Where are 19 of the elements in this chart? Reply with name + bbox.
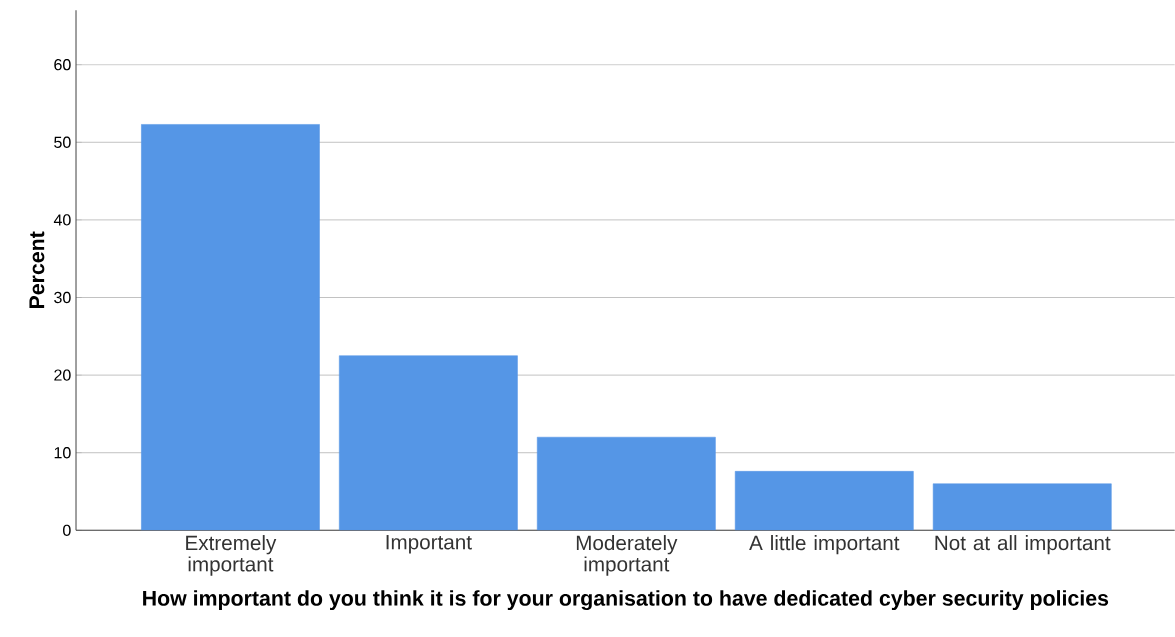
bar <box>734 471 914 531</box>
y-tick-label: 20 <box>54 369 71 381</box>
bar <box>339 355 518 531</box>
x-tick-label: A little important <box>749 535 900 555</box>
x-axis-title: How important do you think it is for your organisation to have dedicated cyber security policies <box>143 590 1109 611</box>
y-tick-label: 10 <box>54 447 71 459</box>
bar <box>932 483 1112 531</box>
x-tick-label: Not at all important <box>935 535 1111 555</box>
y-axis-title: Percent <box>29 231 45 309</box>
x-tick-label: Important <box>386 535 472 554</box>
y-tick-label: 30 <box>54 291 71 304</box>
y-tick-label: 50 <box>54 136 71 148</box>
bar <box>536 436 716 531</box>
x-tick-label: Extremely important <box>186 535 277 576</box>
y-tick-label: 60 <box>54 59 71 71</box>
y-tick-label: 0 <box>63 524 71 536</box>
y-tick-label: 40 <box>53 214 71 226</box>
x-tick-label: Moderately important <box>576 535 678 576</box>
bar <box>141 124 320 531</box>
